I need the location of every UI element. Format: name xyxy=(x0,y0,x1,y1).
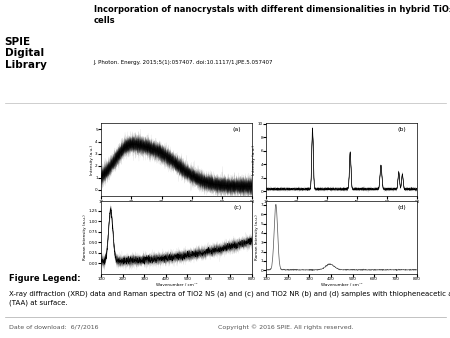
Text: Incorporation of nanocrystals with different dimensionalities in hybrid TiO₂/P3H: Incorporation of nanocrystals with diffe… xyxy=(94,5,450,25)
X-axis label: Wavenumber / cm⁻¹: Wavenumber / cm⁻¹ xyxy=(156,283,198,287)
Y-axis label: Raman Intensity (a.u.): Raman Intensity (a.u.) xyxy=(83,215,87,260)
Y-axis label: Intensity (a.u.): Intensity (a.u.) xyxy=(90,145,94,175)
Text: SPIE
Digital
Library: SPIE Digital Library xyxy=(4,37,46,70)
Text: X-ray diffraction (XRD) data and Raman spectra of TiO2 NS (a) and (c) and TiO2 N: X-ray diffraction (XRD) data and Raman s… xyxy=(9,291,450,306)
Text: (a): (a) xyxy=(233,127,242,132)
X-axis label: 2θ: 2θ xyxy=(174,205,179,209)
X-axis label: 2θ: 2θ xyxy=(339,205,344,209)
Text: Copyright © 2016 SPIE. All rights reserved.: Copyright © 2016 SPIE. All rights reserv… xyxy=(218,324,354,330)
Y-axis label: Raman Intensity (a.u.): Raman Intensity (a.u.) xyxy=(255,215,259,260)
X-axis label: Wavenumber / cm⁻¹: Wavenumber / cm⁻¹ xyxy=(321,283,363,287)
Text: (c): (c) xyxy=(233,205,242,210)
Text: (d): (d) xyxy=(398,205,407,210)
Text: J. Photon. Energy. 2015;5(1):057407. doi:10.1117/1.JPE.5.057407: J. Photon. Energy. 2015;5(1):057407. doi… xyxy=(94,60,273,65)
Y-axis label: Intensity (a.u.): Intensity (a.u.) xyxy=(252,145,256,175)
Text: Figure Legend:: Figure Legend: xyxy=(9,274,81,283)
Text: Date of download:  6/7/2016: Date of download: 6/7/2016 xyxy=(9,324,99,329)
Text: (b): (b) xyxy=(398,127,407,132)
